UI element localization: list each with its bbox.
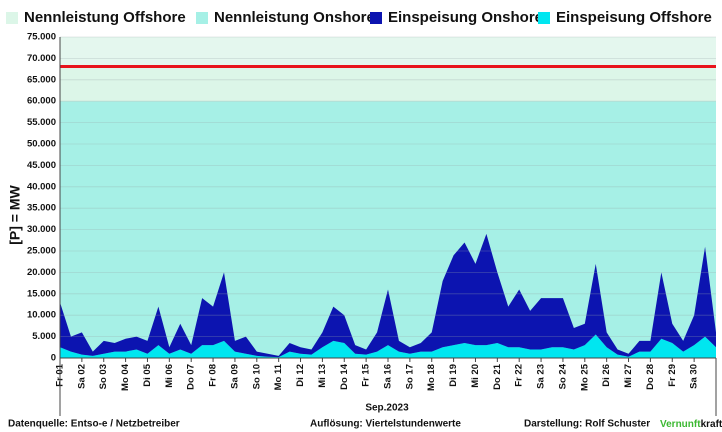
brand-part: Vernunft bbox=[660, 419, 701, 430]
legend-swatch bbox=[538, 12, 550, 24]
x-tick-label: Fr 22 bbox=[514, 364, 525, 387]
y-tick-label: 65.000 bbox=[27, 74, 56, 85]
x-tick-label: Do 07 bbox=[186, 364, 197, 390]
x-tick-label: Do 21 bbox=[492, 363, 503, 390]
brand-part: kraft bbox=[701, 419, 722, 430]
x-tick-label: Mi 06 bbox=[164, 364, 175, 388]
x-tick-label: Mo 18 bbox=[426, 364, 437, 391]
y-tick-label: 25.000 bbox=[27, 246, 56, 257]
footer-brand: Vernunftkraft bbox=[660, 419, 722, 430]
x-tick-label: Fr 15 bbox=[361, 363, 372, 386]
y-tick-label: 35.000 bbox=[27, 203, 56, 214]
y-tick-label: 10.000 bbox=[27, 310, 56, 321]
x-tick-label: So 10 bbox=[251, 364, 262, 389]
x-tick-label: Sa 23 bbox=[536, 364, 547, 389]
x-tick-label: Sa 09 bbox=[229, 364, 240, 389]
y-tick-label: 60.000 bbox=[27, 96, 56, 107]
y-axis-label: [P] = MW bbox=[7, 184, 23, 244]
x-tick-label: Mi 20 bbox=[470, 364, 481, 388]
y-tick-label: 30.000 bbox=[27, 224, 56, 235]
y-tick-label: 50.000 bbox=[27, 139, 56, 150]
x-tick-label: Sa 30 bbox=[689, 364, 700, 389]
x-tick-label: Mo 11 bbox=[273, 363, 284, 390]
x-tick-label: Mi 27 bbox=[623, 364, 634, 388]
legend-swatch bbox=[6, 12, 18, 24]
y-tick-label: 70.000 bbox=[27, 53, 56, 64]
x-tick-label: Sa 16 bbox=[383, 364, 394, 389]
footer-resolution: Auflösung: Viertelstundenwerte bbox=[310, 419, 461, 430]
x-tick-label: So 03 bbox=[98, 364, 109, 389]
area bbox=[60, 233, 716, 358]
y-tick-label: 45.000 bbox=[27, 160, 56, 171]
x-tick-label: Fr 08 bbox=[208, 364, 219, 387]
x-tick-label: Sa 02 bbox=[76, 364, 87, 389]
x-tick-label: So 24 bbox=[557, 363, 568, 389]
legend-label: Nennleistung Offshore bbox=[24, 9, 186, 26]
x-tick-label: So 17 bbox=[404, 364, 415, 389]
y-tick-label: 15.000 bbox=[27, 288, 56, 299]
area bbox=[60, 66, 716, 102]
area bbox=[60, 334, 716, 358]
legend-swatch bbox=[196, 12, 208, 24]
y-tick-label: 55.000 bbox=[27, 117, 56, 128]
x-tick-label: Di 19 bbox=[448, 364, 459, 387]
x-tick-label: Di 05 bbox=[142, 363, 153, 386]
x-tick-label: Do 14 bbox=[339, 363, 350, 390]
x-tick-label: Mi 13 bbox=[317, 364, 328, 388]
x-tick-label: Fr 29 bbox=[667, 364, 678, 387]
x-tick-label: Do 28 bbox=[645, 364, 656, 390]
y-tick-label: 5.000 bbox=[32, 331, 56, 342]
x-tick-label: Di 12 bbox=[295, 364, 306, 387]
footer-source: Datenquelle: Entso-e / Netzbetreiber bbox=[8, 419, 180, 430]
y-tick-label: 0 bbox=[51, 353, 56, 364]
footer-author: Darstellung: Rolf Schuster bbox=[524, 419, 650, 430]
legend-label: Einspeisung Onshore bbox=[388, 9, 543, 26]
x-tick-label: Mo 04 bbox=[120, 363, 131, 391]
y-tick-label: 40.000 bbox=[27, 181, 56, 192]
x-tick-label: Mo 25 bbox=[579, 363, 590, 391]
y-tick-label: 20.000 bbox=[27, 267, 56, 278]
x-axis-label: Sep.2023 bbox=[365, 403, 409, 414]
x-tick-label: Di 26 bbox=[601, 364, 612, 387]
legend-label: Einspeisung Offshore bbox=[556, 9, 712, 26]
y-tick-label: 75.000 bbox=[27, 32, 56, 43]
legend-swatch bbox=[370, 12, 382, 24]
legend-label: Nennleistung Onshore bbox=[214, 9, 375, 26]
